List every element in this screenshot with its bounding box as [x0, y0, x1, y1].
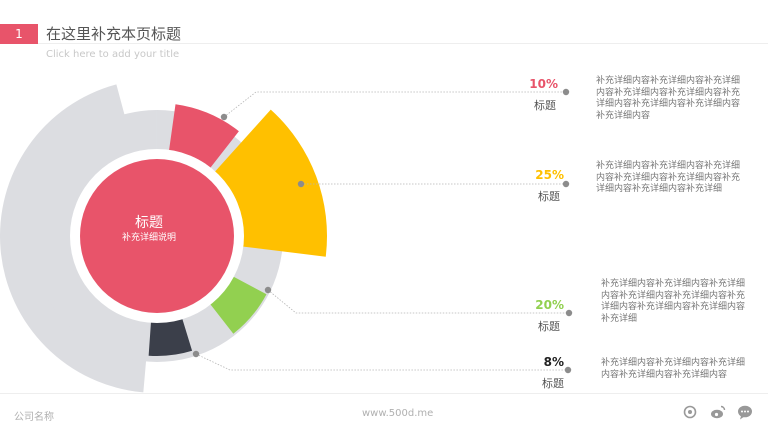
center-title: 标题 — [135, 215, 163, 231]
leader-line-4 — [195, 353, 568, 371]
footer-divider — [0, 393, 768, 394]
item-description-2[interactable]: 补充详细内容补充详细内容补充详细内容补充详细内容补充详细内容补充详细内容补充详细… — [596, 161, 741, 194]
leader-dot-4-end — [564, 366, 572, 374]
share-icon[interactable] — [682, 404, 698, 420]
outer-gray-arc — [0, 84, 149, 393]
page-title[interactable]: 在这里补充本页标题 — [46, 25, 182, 43]
item-percent-2: 25% — [535, 168, 564, 182]
chat-icon[interactable] — [737, 404, 753, 420]
center-subtitle: 补充详细说明 — [122, 231, 176, 243]
item-percent-3: 20% — [535, 298, 564, 312]
leader-line-1 — [223, 91, 566, 118]
header-divider — [38, 43, 768, 44]
slide-number: 1 — [0, 24, 38, 44]
weibo-icon[interactable] — [710, 404, 726, 420]
leader-dot-1-end — [562, 88, 570, 96]
leader-dot-1-start — [220, 113, 228, 121]
website-link[interactable]: www.500d.me — [362, 408, 434, 419]
leader-line-3 — [267, 289, 569, 314]
item-label-3[interactable]: 标题 — [538, 320, 560, 333]
item-percent-4: 8% — [543, 355, 564, 369]
item-description-3[interactable]: 补充详细内容补充详细内容补充详细内容补充详细内容补充详细内容补充详细内容补充详细… — [601, 279, 746, 324]
leader-dot-3-start — [264, 286, 272, 294]
item-description-1[interactable]: 补充详细内容补充详细内容补充详细内容补充详细内容补充详细内容补充详细内容补充详细… — [596, 76, 741, 121]
company-name: 公司名称 — [14, 412, 54, 423]
item-label-4[interactable]: 标题 — [542, 377, 564, 390]
leader-dot-3-end — [565, 309, 573, 317]
center-circle — [80, 159, 234, 313]
leader-dot-4-start — [192, 350, 200, 358]
segment-4 — [148, 318, 193, 356]
item-label-1[interactable]: 标题 — [534, 99, 556, 112]
item-label-2[interactable]: 标题 — [538, 190, 560, 203]
page-subtitle[interactable]: Click here to add your title — [46, 49, 180, 60]
segment-2 — [214, 109, 327, 257]
leader-dot-2-end — [562, 180, 570, 188]
item-percent-1: 10% — [529, 77, 558, 91]
segment-1 — [168, 104, 239, 169]
item-description-4[interactable]: 补充详细内容补充详细内容补充详细内容补充详细内容补充详细内容 — [601, 358, 746, 380]
leader-dot-2-start — [297, 180, 305, 188]
